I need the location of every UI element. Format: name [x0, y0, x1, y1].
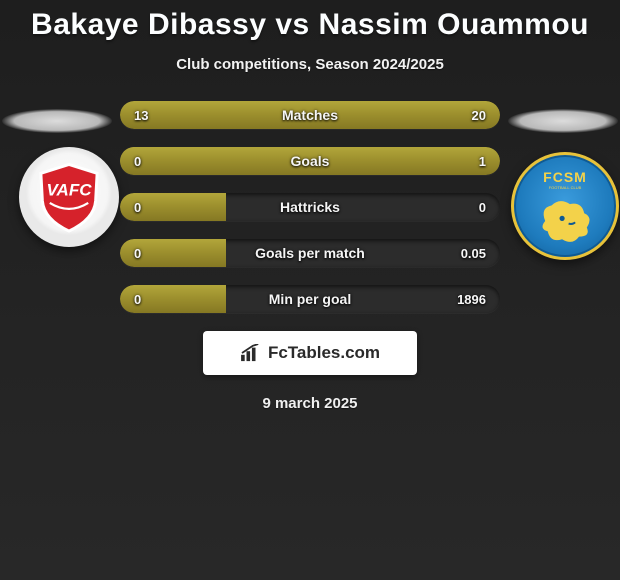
svg-text:VAFC: VAFC	[46, 181, 92, 200]
subtitle: Club competitions, Season 2024/2025	[0, 56, 620, 73]
player-shadow-left	[2, 109, 112, 133]
stat-label: Hattricks	[120, 193, 500, 221]
stat-row: 00.05Goals per match	[120, 239, 500, 267]
stat-row: 01896Min per goal	[120, 285, 500, 313]
vafc-shield-icon: VAFC	[32, 160, 106, 234]
stat-row: 01Goals	[120, 147, 500, 175]
comparison-card: Bakaye Dibassy vs Nassim Ouammou Club co…	[0, 0, 620, 580]
stat-row: 1320Matches	[120, 101, 500, 129]
page-title: Bakaye Dibassy vs Nassim Ouammou	[0, 0, 620, 42]
club-badge-left: VAFC	[19, 147, 119, 247]
stats-arena: VAFC FCSM FOOTBALL CLUB 1320Matches 01Goa…	[0, 97, 620, 313]
stat-label: Min per goal	[120, 285, 500, 313]
chart-icon	[240, 344, 262, 362]
player-shadow-right	[508, 109, 618, 133]
date-label: 9 march 2025	[0, 395, 620, 412]
brand-box[interactable]: FcTables.com	[203, 331, 417, 375]
stat-label: Matches	[120, 101, 500, 129]
stat-label: Goals	[120, 147, 500, 175]
stat-label: Goals per match	[120, 239, 500, 267]
stat-row: 00Hattricks	[120, 193, 500, 221]
club-badge-right: FCSM FOOTBALL CLUB	[511, 152, 619, 260]
fcsm-label: FCSM	[514, 169, 616, 185]
fcsm-sub: FOOTBALL CLUB	[514, 185, 616, 190]
stat-bars: 1320Matches 01Goals 00Hattricks 00.05Goals …	[120, 97, 500, 313]
lion-icon	[532, 195, 600, 247]
brand-text: FcTables.com	[268, 343, 380, 363]
